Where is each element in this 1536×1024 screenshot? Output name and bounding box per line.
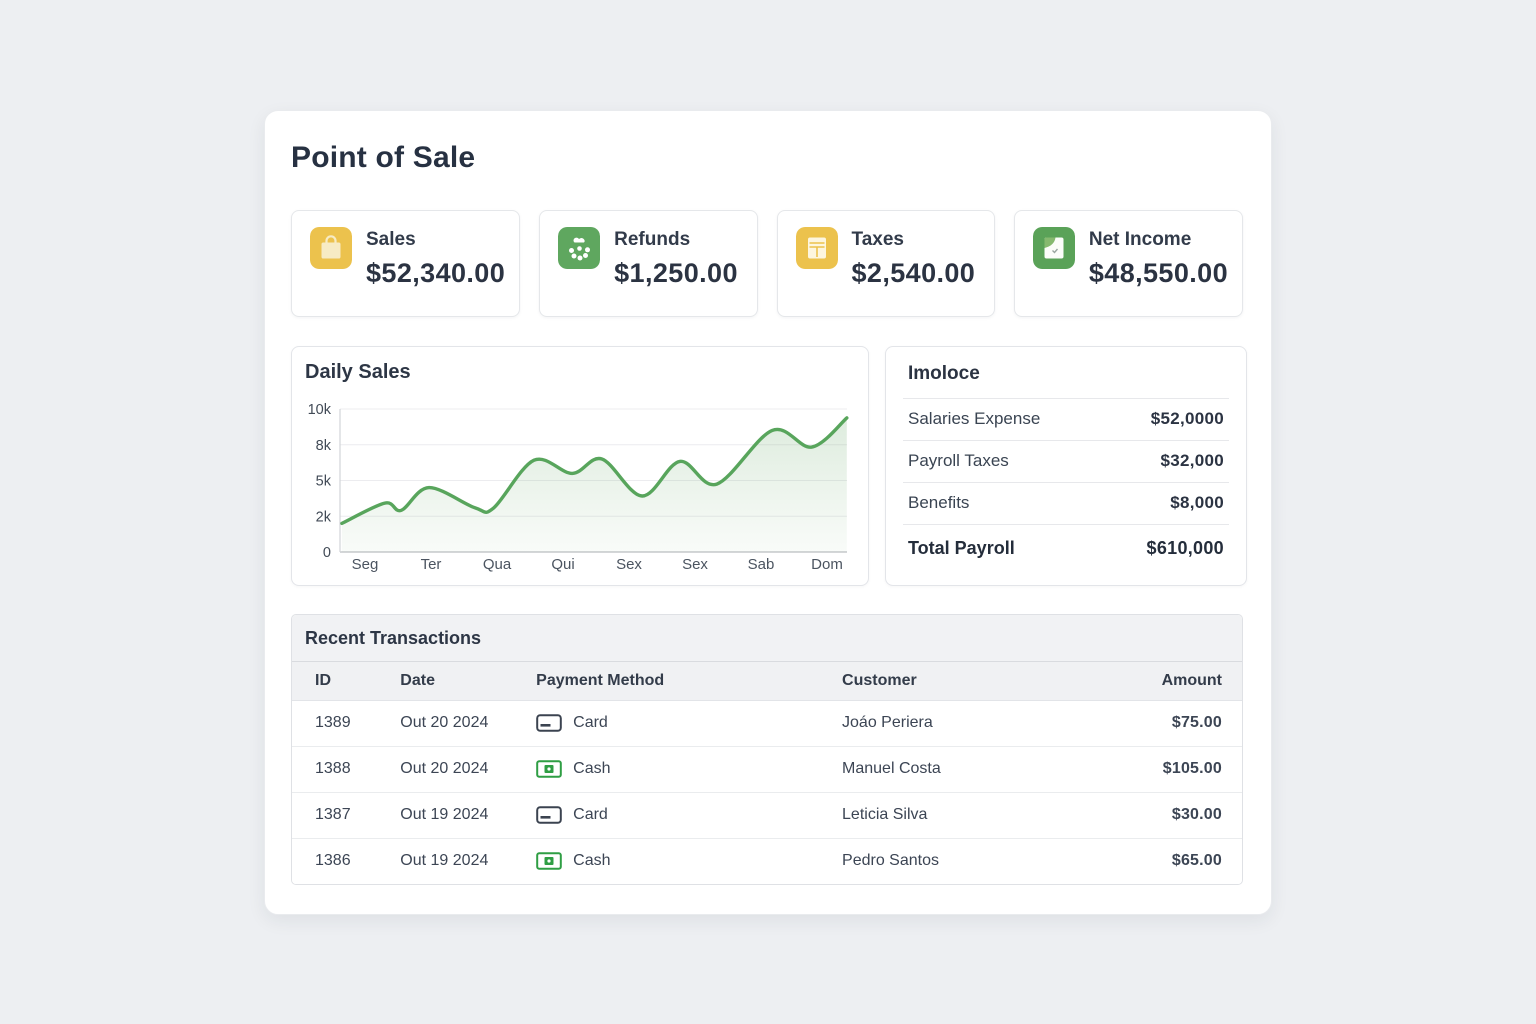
tx-id: 1387 xyxy=(292,792,401,839)
tx-customer: Pedro Santos xyxy=(842,838,1130,884)
stat-value: $2,540.00 xyxy=(851,258,976,288)
svg-text:Qua: Qua xyxy=(483,556,512,573)
tx-customer: Manuel Costa xyxy=(842,746,1130,793)
payroll-panel-title: Imoloce xyxy=(903,347,1229,399)
svg-text:Sex: Sex xyxy=(682,556,708,573)
column-header-date: Date xyxy=(400,662,537,701)
tx-method: Card xyxy=(573,806,608,823)
stat-label: Net Income xyxy=(1088,229,1192,250)
stat-value: $48,550.00 xyxy=(1088,258,1228,288)
stat-value: $1,250.00 xyxy=(614,258,738,288)
transactions-title: Recent Transactions xyxy=(305,627,482,648)
table-row: 1386 Out 19 2024 Cash Pedro Santos xyxy=(292,838,1242,884)
shopping-bag-icon xyxy=(310,227,352,269)
recent-transactions-section: Recent Transactions ID Date Payment Meth… xyxy=(291,614,1243,885)
tx-id: 1386 xyxy=(292,838,401,884)
tx-amount: $105.00 xyxy=(1129,746,1242,793)
tx-id: 1388 xyxy=(292,746,401,793)
stat-label: Refunds xyxy=(614,229,691,250)
page-title: Point of Sale xyxy=(291,141,476,174)
refund-dots-icon xyxy=(558,227,601,269)
cash-icon xyxy=(536,760,562,778)
stat-card-taxes: Taxes $2,540.00 xyxy=(776,210,995,317)
column-header-amount: Amount xyxy=(1129,662,1242,701)
tx-method: Card xyxy=(573,714,608,731)
tx-customer: Leticia Silva xyxy=(842,792,1130,839)
table-row: 1387 Out 19 2024 Card Leticia Silva $30.… xyxy=(292,792,1242,839)
card-icon xyxy=(536,806,562,824)
stat-card-sales: Sales $52,340.00 xyxy=(291,210,521,317)
payroll-row-value: $52,0000 xyxy=(1150,409,1224,428)
svg-text:Seg: Seg xyxy=(352,556,379,573)
svg-text:10k: 10k xyxy=(308,402,332,418)
column-header-customer: Customer xyxy=(842,662,1130,701)
daily-sales-panel: Daily Sales 0 2k 5k 8k 10k Seg Ter Qua Qui Sex Sex… xyxy=(291,346,869,586)
svg-text:0: 0 xyxy=(323,545,331,561)
tx-amount: $30.00 xyxy=(1129,792,1242,839)
stat-card-refunds: Refunds $1,250.00 xyxy=(539,210,758,317)
stat-label: Sales xyxy=(366,229,416,250)
svg-text:Sex: Sex xyxy=(616,556,642,573)
table-row: 1388 Out 20 2024 Cash Manuel Costa xyxy=(292,746,1242,793)
chart-title: Daily Sales xyxy=(305,361,411,383)
document-icon xyxy=(1032,227,1075,269)
svg-text:8k: 8k xyxy=(316,438,332,454)
dashboard-card: Point of Sale Sales $52,340.00 xyxy=(264,110,1272,915)
payroll-total-value: $610,000 xyxy=(1146,538,1224,558)
payroll-row: Benefits $8,000 xyxy=(903,483,1229,525)
tx-amount: $65.00 xyxy=(1129,838,1242,884)
svg-text:2k: 2k xyxy=(316,509,332,525)
payroll-total-label: Total Payroll xyxy=(908,538,1015,558)
payroll-row-label: Benefits xyxy=(908,493,970,512)
payroll-row-label: Salaries Expense xyxy=(908,409,1041,428)
column-header-id: ID xyxy=(292,662,401,701)
stat-label: Taxes xyxy=(851,229,904,250)
tx-method: Cash xyxy=(573,852,611,870)
column-header-method: Payment Method xyxy=(536,662,843,701)
tx-date: Out 19 2024 xyxy=(400,792,537,839)
payroll-row-label: Payroll Taxes xyxy=(908,451,1009,470)
tx-amount: $75.00 xyxy=(1129,700,1242,747)
payroll-panel: Imoloce Salaries Expense $52,0000 Payrol… xyxy=(885,346,1247,586)
svg-text:Dom: Dom xyxy=(811,556,843,573)
stat-card-net-income: Net Income $48,550.00 xyxy=(1013,210,1243,317)
transactions-titlebar: Recent Transactions xyxy=(292,615,1242,662)
svg-text:Ter: Ter xyxy=(421,556,442,573)
table-header-row: ID Date Payment Method Customer Amount xyxy=(292,662,1242,701)
payroll-row-value: $8,000 xyxy=(1170,493,1224,512)
tx-id: 1389 xyxy=(292,700,401,747)
payroll-row: Salaries Expense $52,0000 xyxy=(903,399,1229,441)
tx-date: Out 19 2024 xyxy=(400,838,537,884)
transactions-table: ID Date Payment Method Customer Amount 1… xyxy=(292,662,1242,884)
table-row: 1389 Out 20 2024 Card Joáo Periera $75.0… xyxy=(292,700,1242,747)
stat-value: $52,340.00 xyxy=(366,258,506,288)
svg-text:5k: 5k xyxy=(316,474,332,490)
payroll-row-value: $32,000 xyxy=(1160,451,1224,470)
stats-row: Sales $52,340.00 Refunds $1,250.00 xyxy=(291,210,1243,317)
svg-text:Qui: Qui xyxy=(551,556,574,573)
payroll-row: Payroll Taxes $32,000 xyxy=(903,441,1229,483)
payroll-total-row: Total Payroll $610,000 xyxy=(903,525,1229,570)
tx-date: Out 20 2024 xyxy=(400,700,537,747)
svg-text:Sab: Sab xyxy=(748,556,775,573)
daily-sales-chart: 0 2k 5k 8k 10k Seg Ter Qua Qui Sex Sex Sab Dom xyxy=(308,402,849,573)
card-icon xyxy=(536,714,562,732)
cash-icon xyxy=(536,852,562,871)
tx-date: Out 20 2024 xyxy=(400,746,537,793)
tx-method: Cash xyxy=(573,760,611,777)
tx-customer: Joáo Periera xyxy=(842,700,1130,747)
receipt-icon xyxy=(795,227,838,269)
